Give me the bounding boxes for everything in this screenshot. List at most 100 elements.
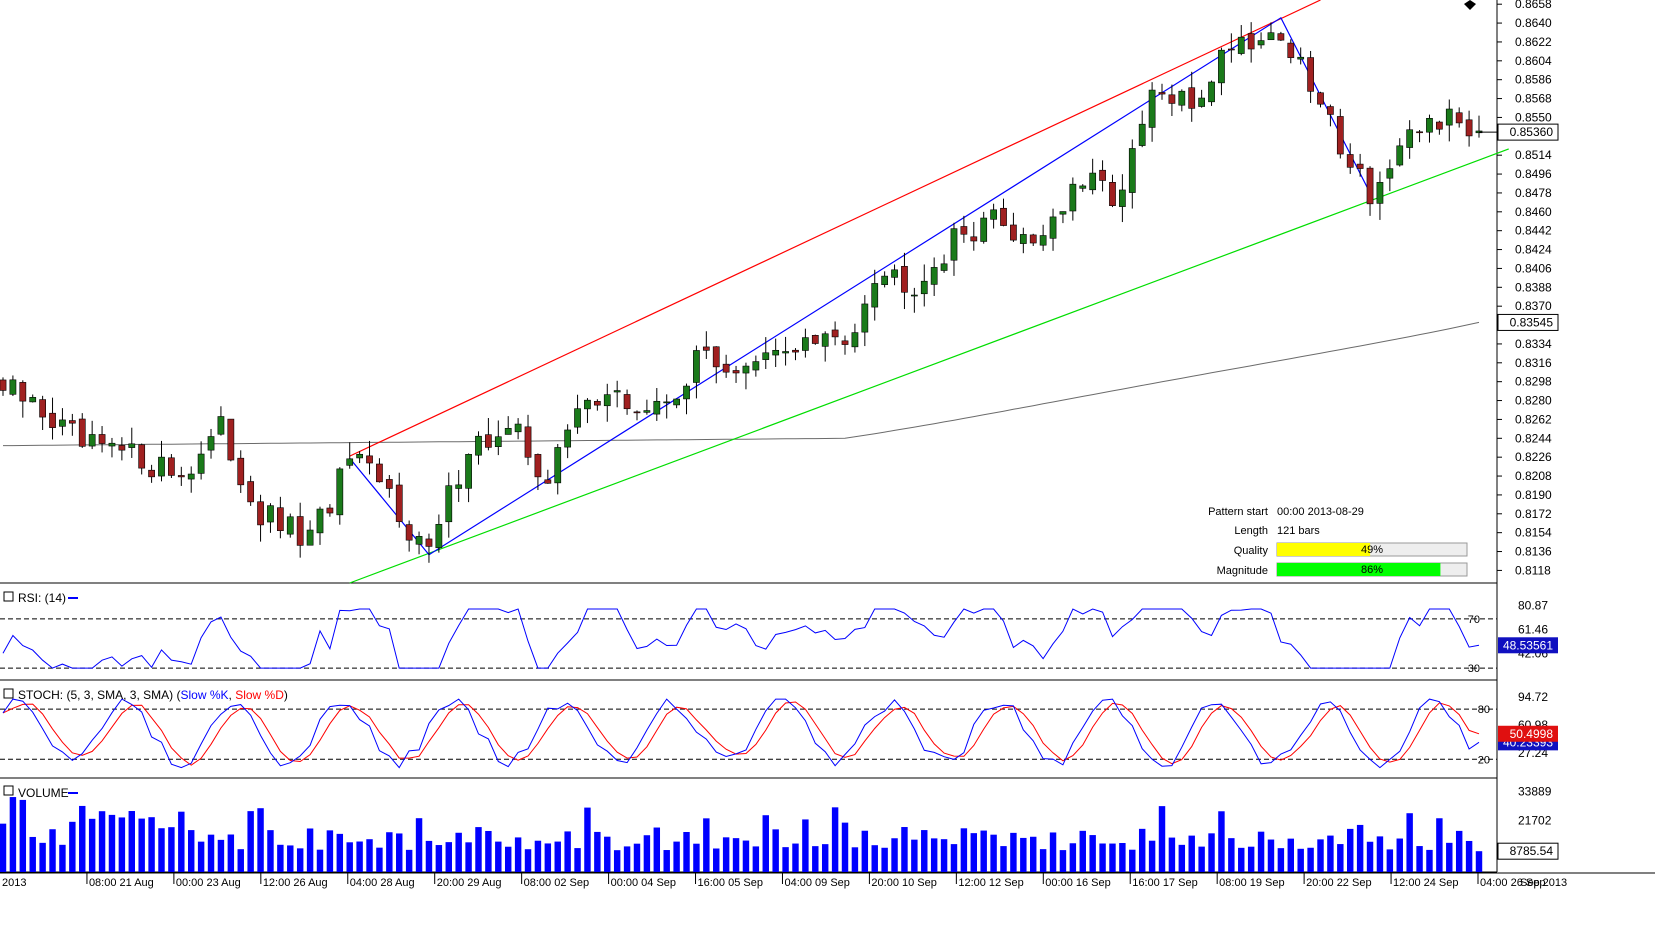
bear-candle-body [148,469,155,478]
volume-bar [584,807,591,872]
price-tick-label: 0.8442 [1515,224,1552,238]
candle [1455,107,1463,128]
bear-candle-body [544,479,552,484]
candle [425,533,433,563]
current-price-tag-text: 0.85360 [1510,125,1554,139]
bull-candle-body [1426,118,1433,133]
candle [514,418,522,440]
candle [1069,177,1077,221]
bull-candle-body [851,332,859,348]
bull-candle-body [415,536,423,545]
candle [326,504,334,517]
candle [296,502,304,558]
volume-bar [1059,850,1067,872]
time-tick-label: 08:00 19 Sep [1219,877,1284,889]
bear-candle-body [901,266,908,293]
candle [554,443,562,495]
candle [940,254,948,273]
volume-bar [257,808,264,872]
bear-candle-body [1287,42,1295,58]
bear-candle-body [425,538,433,547]
bear-candle-body [1346,154,1354,168]
candle [1297,47,1305,65]
bear-candle-body [623,394,631,410]
bull-candle-body [950,228,958,261]
bear-candle-body [1188,87,1196,109]
candle [792,348,799,361]
time-tick-label: 04:00 28 Aug [350,877,415,889]
time-tick-label: 12:00 24 Sep [1393,877,1458,889]
candle [168,454,175,479]
candle [772,338,780,368]
volume-bar [742,840,750,872]
candle [623,389,631,415]
volume-bar [544,843,552,872]
candle [821,331,829,362]
price-tick-label: 0.8658 [1515,0,1552,11]
bull-candle-body [643,410,651,413]
price-tick-label: 0.8208 [1515,469,1552,483]
volume-bar [336,833,344,872]
volume-bar [495,841,502,872]
bull-candle-body [613,390,621,393]
bear-candle-body [792,349,799,353]
bear-candle-body [1356,163,1364,169]
bull-candle-body [1386,168,1394,179]
time-tick-label: 16:00 17 Sep [1132,877,1197,889]
candle [732,365,740,383]
volume-bar [881,847,888,872]
bull-candle-body [603,394,611,407]
bull-candle-body [1178,90,1186,106]
bear-candle-body [1000,207,1007,226]
bear-candle-body [1416,131,1423,134]
candle [1138,110,1146,148]
volume-bar [871,845,878,872]
bull-candle-body [158,456,165,477]
volume-bar [1356,824,1364,872]
volume-bar [128,811,135,872]
bear-candle-body [118,445,126,451]
candle [1119,174,1126,223]
time-tick-label: Sep 2013 [1520,877,1567,889]
bear-candle-body [1247,33,1255,50]
volume-bar [19,799,27,872]
volume-bar [990,834,997,872]
candle [286,513,294,538]
price-tick-label: 0.8172 [1515,507,1552,521]
candle [148,464,155,483]
candle [98,426,106,453]
stoch-d-current-value: 50.4998 [1510,727,1554,741]
stoch-level-80-label: 80 [1478,704,1490,716]
volume-bar [1010,832,1017,872]
price-tick-label: 0.8388 [1515,280,1552,294]
bull-candle-body [693,350,700,383]
bull-candle-body [663,401,671,404]
candle [891,264,898,286]
candle [395,472,403,528]
volume-bar [623,846,631,872]
volume-bar [326,830,334,872]
bear-candle-body [1366,167,1374,205]
bear-candle-body [633,411,641,414]
volume-bar [772,829,779,872]
volume-bar [574,848,581,872]
candle [415,531,423,555]
bear-candle-body [405,524,413,541]
volume-bar [613,850,621,872]
volume-bar [1168,837,1176,872]
bull-candle-body [504,428,512,435]
volume-bar [950,844,958,872]
candle [88,420,96,450]
quality-bar-fill [1277,543,1371,556]
time-tick-label: 04:00 09 Sep [784,877,849,889]
volume-bar [9,797,17,872]
bear-candle-body [276,507,284,531]
volume-bar [1267,839,1275,872]
bear-candle-body [385,479,393,489]
volume-bar [59,844,66,872]
volume-bar [841,822,849,872]
candle [1445,99,1453,142]
bear-candle-body [1465,119,1473,137]
pattern-start-label: Pattern start [1208,506,1268,518]
bull-candle-body [108,442,116,447]
